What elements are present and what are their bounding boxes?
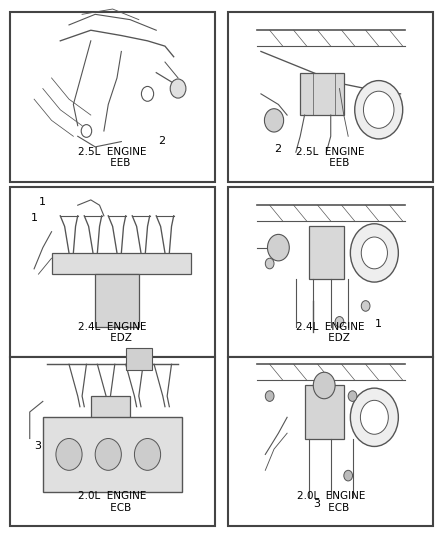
Text: 2.4L  ENGINE
     EDZ: 2.4L ENGINE EDZ (296, 322, 364, 343)
Circle shape (354, 80, 402, 139)
Bar (10, 187, 215, 357)
Bar (91, 396, 130, 423)
Bar (228, 12, 432, 182)
Bar (95, 274, 138, 327)
Circle shape (95, 439, 121, 470)
Circle shape (56, 439, 82, 470)
Circle shape (267, 235, 289, 261)
Text: 3: 3 (313, 499, 320, 510)
Circle shape (334, 317, 343, 327)
Bar (300, 72, 343, 115)
Bar (228, 187, 432, 357)
Circle shape (350, 388, 397, 447)
Bar (10, 357, 215, 526)
Bar (228, 357, 432, 526)
Text: 2.0L  ENGINE
     ECB: 2.0L ENGINE ECB (296, 491, 364, 513)
Bar (10, 12, 215, 182)
Circle shape (360, 301, 369, 311)
Text: 2: 2 (157, 136, 165, 147)
Text: 2.5L  ENGINE
     EEB: 2.5L ENGINE EEB (78, 147, 147, 168)
Text: 2.4L  ENGINE
     EDZ: 2.4L ENGINE EDZ (78, 322, 147, 343)
Circle shape (134, 439, 160, 470)
Circle shape (360, 237, 387, 269)
Bar (125, 349, 152, 369)
Circle shape (265, 258, 273, 269)
Circle shape (350, 224, 397, 282)
Text: 2.0L  ENGINE
     ECB: 2.0L ENGINE ECB (78, 491, 146, 513)
Bar (51, 253, 191, 274)
Text: 2.5L  ENGINE
     EEB: 2.5L ENGINE EEB (296, 147, 364, 168)
Bar (304, 385, 343, 439)
Text: 2: 2 (273, 144, 280, 154)
Text: 1: 1 (31, 213, 38, 223)
Circle shape (347, 391, 356, 401)
Circle shape (264, 109, 283, 132)
Circle shape (360, 400, 388, 434)
Text: 1: 1 (39, 197, 46, 207)
Circle shape (313, 372, 334, 399)
Circle shape (265, 391, 273, 401)
Circle shape (343, 470, 352, 481)
Text: 1: 1 (374, 319, 381, 329)
Bar (43, 417, 182, 491)
Circle shape (141, 86, 153, 101)
Bar (308, 227, 343, 279)
Circle shape (363, 91, 393, 128)
Circle shape (170, 79, 185, 98)
Circle shape (81, 125, 92, 138)
Text: 3: 3 (34, 441, 41, 451)
